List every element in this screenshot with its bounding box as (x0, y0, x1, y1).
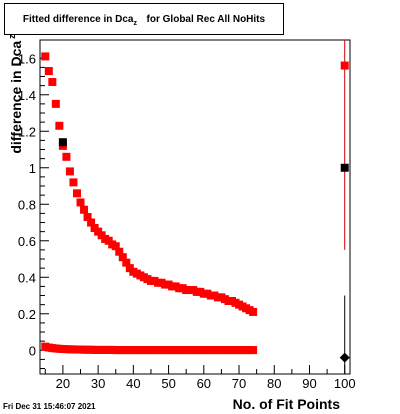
x-tick-label: 20 (56, 376, 70, 391)
y-axis-label-subscript: z (7, 34, 17, 39)
data-point-square (44, 67, 53, 76)
data-point-square (76, 198, 85, 207)
data-point-square (340, 61, 349, 70)
y-tick-label: 0.4 (18, 270, 36, 285)
data-point-square (118, 253, 127, 262)
x-tick-label: 90 (302, 376, 316, 391)
data-point-square (65, 167, 74, 176)
x-tick-label: 50 (161, 376, 175, 391)
data-point-square (62, 152, 71, 161)
data-point-square (72, 189, 81, 198)
data-point-square (51, 99, 60, 108)
x-tick-label: 40 (126, 376, 140, 391)
data-point-square (80, 205, 89, 214)
y-tick-label: 1 (29, 161, 36, 176)
data-point-square (111, 242, 120, 251)
timestamp: Fri Dec 31 15:46:07 2021 (3, 402, 96, 411)
data-point-diamond (339, 352, 350, 363)
y-tick-label: 1.4 (18, 88, 36, 103)
chart-title: Fitted difference in Dca z for Global Re… (4, 3, 284, 35)
y-tick-label: 0.8 (18, 197, 36, 212)
data-point-square (249, 307, 258, 316)
axis-ticks: 20 30 40 50 60 70 80 90 100 0 0.2 0.4 0.6 0.8 1 1.2 1.4 1… (18, 40, 356, 391)
x-tick-label: 60 (197, 376, 211, 391)
data-markers (41, 52, 350, 363)
data-point-square (41, 52, 50, 61)
y-tick-label: 0.2 (18, 307, 36, 322)
x-tick-label: 100 (334, 376, 356, 391)
title-main: Fitted difference in Dca (22, 13, 134, 25)
data-point-square (48, 77, 57, 86)
data-point-square (122, 258, 131, 267)
title-subscript: z (133, 19, 137, 27)
y-tick-label: 0.6 (18, 234, 36, 249)
y-axis-label-main: difference in Dca (8, 40, 24, 154)
y-tick-label: 1.6 (18, 51, 36, 66)
y-axis-label: difference in Dcaz (7, 19, 26, 169)
x-tick-label: 30 (91, 376, 105, 391)
data-point-square (55, 121, 64, 130)
x-tick-label: 80 (267, 376, 281, 391)
data-point-square (340, 163, 349, 172)
data-point-square (69, 178, 78, 187)
data-point-square (115, 247, 124, 256)
title-tail: for Global Rec All NoHits (140, 13, 266, 25)
data-point-square (83, 213, 92, 222)
x-axis-label: No. of Fit Points (232, 396, 340, 412)
data-point-square (249, 346, 258, 355)
data-point-square (58, 138, 67, 147)
y-tick-label: 0 (29, 343, 36, 358)
data-point-square (87, 218, 96, 227)
y-tick-label: 1.2 (18, 124, 36, 139)
x-tick-label: 70 (232, 376, 246, 391)
plot-frame (39, 39, 351, 375)
